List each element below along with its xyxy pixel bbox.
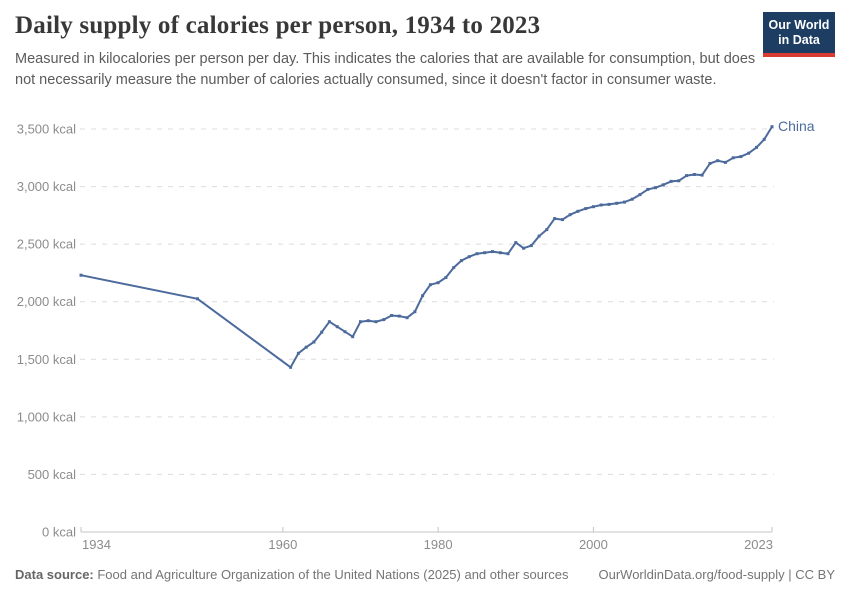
data-point-marker[interactable] bbox=[397, 314, 401, 318]
data-point-marker[interactable] bbox=[630, 197, 634, 201]
data-point-marker[interactable] bbox=[615, 201, 619, 205]
data-point-marker[interactable] bbox=[762, 137, 766, 141]
y-tick-label: 2,000 kcal bbox=[17, 294, 76, 309]
x-tick-label: 2000 bbox=[579, 537, 608, 552]
data-point-marker[interactable] bbox=[692, 173, 696, 176]
data-point-marker[interactable] bbox=[770, 125, 774, 129]
data-point-marker[interactable] bbox=[522, 246, 526, 250]
owid-logo-line1: Our World bbox=[768, 18, 830, 32]
data-point-marker[interactable] bbox=[421, 294, 425, 298]
data-point-marker[interactable] bbox=[747, 151, 751, 155]
data-point-marker[interactable] bbox=[646, 187, 650, 191]
data-point-marker[interactable] bbox=[366, 319, 370, 323]
data-point-marker[interactable] bbox=[304, 345, 308, 349]
data-point-marker[interactable] bbox=[560, 218, 564, 222]
data-point-marker[interactable] bbox=[599, 203, 603, 207]
data-point-marker[interactable] bbox=[529, 244, 533, 248]
data-point-marker[interactable] bbox=[320, 330, 324, 334]
data-point-marker[interactable] bbox=[459, 259, 463, 263]
owid-logo-line2: in Data bbox=[778, 33, 820, 47]
data-point-marker[interactable] bbox=[483, 251, 487, 255]
y-tick-label: 0 kcal bbox=[42, 525, 76, 540]
data-point-marker[interactable] bbox=[475, 252, 479, 256]
data-point-marker[interactable] bbox=[739, 155, 743, 159]
data-point-marker[interactable] bbox=[289, 365, 293, 369]
data-point-marker[interactable] bbox=[498, 251, 502, 255]
data-point-marker[interactable] bbox=[584, 207, 588, 211]
data-point-marker[interactable] bbox=[591, 205, 595, 209]
data-point-marker[interactable] bbox=[79, 273, 83, 277]
data-point-marker[interactable] bbox=[568, 213, 572, 217]
data-point-marker[interactable] bbox=[716, 159, 720, 163]
data-point-marker[interactable] bbox=[755, 145, 758, 149]
data-point-marker[interactable] bbox=[669, 179, 673, 183]
y-tick-label: 2,500 kcal bbox=[17, 237, 76, 252]
data-point-marker[interactable] bbox=[491, 250, 494, 254]
data-point-marker[interactable] bbox=[576, 209, 580, 213]
y-tick-label: 3,000 kcal bbox=[17, 179, 76, 194]
y-tick-label: 3,500 kcal bbox=[17, 122, 76, 137]
data-point-marker[interactable] bbox=[723, 160, 727, 164]
x-tick-label: 2023 bbox=[744, 537, 773, 552]
data-point-marker[interactable] bbox=[382, 318, 386, 322]
data-point-marker[interactable] bbox=[359, 320, 362, 324]
data-point-marker[interactable] bbox=[436, 281, 440, 285]
data-point-marker[interactable] bbox=[731, 156, 735, 160]
data-point-marker[interactable] bbox=[638, 193, 642, 197]
series-label-china[interactable]: China bbox=[778, 118, 815, 134]
chart-subtitle: Measured in kilocalories per person per … bbox=[15, 51, 756, 89]
data-point-marker[interactable] bbox=[335, 325, 339, 329]
chart-header: Daily supply of calories per person, 193… bbox=[15, 12, 835, 91]
data-point-marker[interactable] bbox=[405, 316, 409, 320]
data-point-marker[interactable] bbox=[514, 241, 518, 245]
owid-credit-link[interactable]: OurWorldinData.org/food-supply | CC BY bbox=[598, 567, 835, 582]
data-point-marker[interactable] bbox=[444, 276, 448, 279]
data-point-marker[interactable] bbox=[677, 179, 681, 183]
data-point-marker[interactable] bbox=[623, 200, 626, 204]
line-chart[interactable]: 0 kcal 500 kcal 1,000 kcal 1,500 kcal 2,000 … bbox=[0, 115, 850, 560]
data-point-marker[interactable] bbox=[343, 330, 347, 334]
data-point-marker[interactable] bbox=[390, 314, 394, 317]
data-source-text: Food and Agriculture Organization of the… bbox=[93, 567, 569, 582]
data-point-marker[interactable] bbox=[351, 335, 355, 339]
y-tick-label: 1,000 kcal bbox=[17, 409, 76, 424]
data-point-marker[interactable] bbox=[196, 297, 199, 301]
page-title: Daily supply of calories per person, 193… bbox=[15, 12, 541, 39]
data-point-marker[interactable] bbox=[312, 340, 316, 344]
owid-logo[interactable]: Our World in Data bbox=[763, 12, 835, 57]
data-point-marker[interactable] bbox=[708, 162, 712, 165]
data-point-marker[interactable] bbox=[428, 283, 432, 287]
series-line-china[interactable] bbox=[80, 125, 773, 369]
data-point-marker[interactable] bbox=[545, 228, 549, 232]
x-tick-label: 1980 bbox=[424, 537, 453, 552]
data-point-marker[interactable] bbox=[327, 320, 331, 324]
data-point-marker[interactable] bbox=[553, 217, 557, 221]
chart-footer: Data source: Food and Agriculture Organi… bbox=[15, 567, 835, 582]
data-point-marker[interactable] bbox=[700, 173, 704, 177]
data-source: Data source: Food and Agriculture Organi… bbox=[15, 567, 569, 582]
data-point-marker[interactable] bbox=[296, 351, 300, 355]
data-point-marker[interactable] bbox=[467, 255, 471, 259]
data-point-marker[interactable] bbox=[685, 174, 689, 178]
data-point-marker[interactable] bbox=[537, 234, 541, 238]
data-point-marker[interactable] bbox=[413, 310, 417, 314]
data-point-marker[interactable] bbox=[654, 186, 657, 190]
data-point-marker[interactable] bbox=[374, 320, 378, 324]
data-point-marker[interactable] bbox=[506, 252, 510, 256]
y-tick-label: 500 kcal bbox=[28, 467, 77, 482]
data-point-marker[interactable] bbox=[607, 202, 611, 206]
data-point-marker[interactable] bbox=[661, 183, 665, 187]
data-source-label: Data source: bbox=[15, 567, 94, 582]
y-tick-label: 1,500 kcal bbox=[17, 352, 76, 367]
x-tick-label: 1934 bbox=[82, 537, 111, 552]
x-tick-label: 1960 bbox=[268, 537, 297, 552]
data-point-marker[interactable] bbox=[452, 266, 456, 270]
